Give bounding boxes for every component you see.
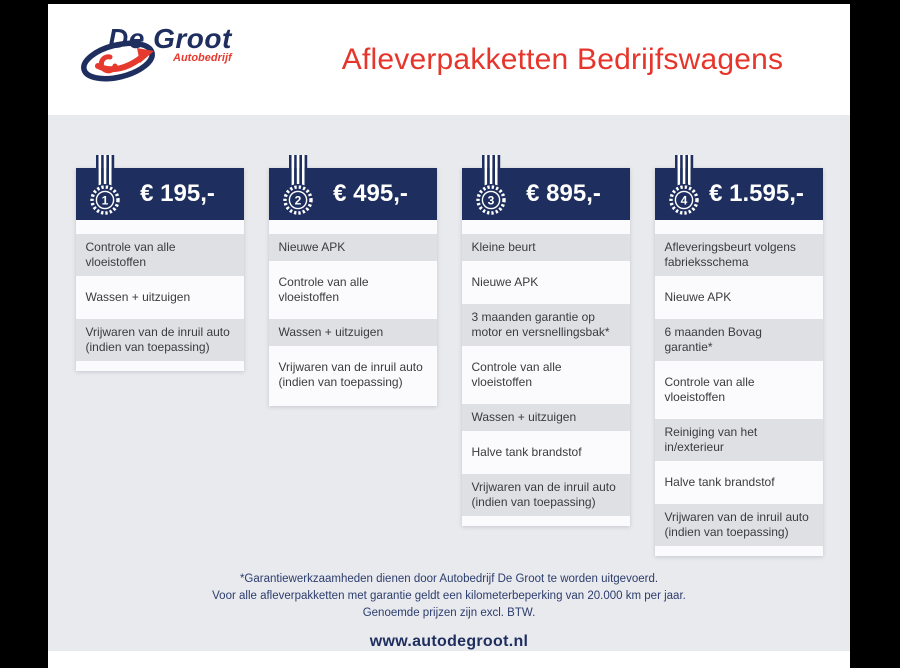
medal-ribbon <box>95 155 114 189</box>
medal-rank-number: 1 <box>101 194 108 208</box>
package-item: Vrijwaren van de inruil auto (indien van… <box>654 504 823 546</box>
package-item: Vrijwaren van de inruil auto (indien van… <box>461 474 630 516</box>
package-item: 6 maanden Bovag garantie* <box>654 319 823 361</box>
logo-company-name: De Groot <box>108 22 232 54</box>
medal-icon: 1 <box>88 155 121 216</box>
package-item: Nieuwe APK <box>471 275 539 289</box>
package-card: 4 € 1.595,- Afleveringsbeurt volgens fab… <box>654 155 823 556</box>
package-card: 3 € 895,- Kleine beurt Nieuwe APK 3 maande… <box>461 155 630 526</box>
logo-swoosh-icon <box>81 40 155 81</box>
logo-subtitle: Autobedrijf <box>173 51 232 64</box>
package-items: Kleine beurt Nieuwe APK 3 maanden garantie… <box>461 220 630 526</box>
package-item: Nieuwe APK <box>268 234 437 261</box>
package-header: 2 € 495,- <box>268 155 437 220</box>
footer-white-band <box>48 651 850 668</box>
header: De Groot Autobedrijf Afleverpakketten Be… <box>48 4 850 115</box>
package-items: Controle van alle vloeistoffen Wassen + u… <box>75 220 244 371</box>
footnotes: *Garantiewerkzaamheden dienen door Autob… <box>48 571 850 622</box>
package-item: Wassen + uitzuigen <box>85 290 191 304</box>
package-card: 2 € 495,- Nieuwe APK Controle van alle vl… <box>268 155 437 406</box>
package-price: € 1.595,- <box>709 180 804 207</box>
package-item: Wassen + uitzuigen <box>268 319 437 346</box>
footnote-line: Voor alle afleverpakketten met garantie … <box>212 590 686 602</box>
package-price: € 495,- <box>333 180 408 207</box>
medal-ribbon <box>674 155 693 189</box>
company-logo: De Groot Autobedrijf <box>78 22 293 95</box>
package-item: Afleveringsbeurt volgens fabrieksschema <box>654 234 823 276</box>
main-area: 1 € 195,- Controle van alle vloeistoffen… <box>48 115 850 668</box>
flyer-page: De Groot Autobedrijf Afleverpakketten Be… <box>48 4 850 668</box>
medal-ribbon <box>481 155 500 189</box>
package-item: Vrijwaren van de inruil auto (indien van… <box>278 360 423 389</box>
medal-rank-number: 3 <box>487 194 494 208</box>
footnote-line: Genoemde prijzen zijn excl. BTW. <box>362 607 536 619</box>
package-item: Nieuwe APK <box>664 290 732 304</box>
package-card: 1 € 195,- Controle van alle vloeistoffen… <box>75 155 244 371</box>
package-item: Vrijwaren van de inruil auto (indien van… <box>75 319 244 361</box>
medal-ribbon <box>288 155 307 189</box>
footnote-line: *Garantiewerkzaamheden dienen door Autob… <box>239 573 659 585</box>
medal-icon: 2 <box>281 155 314 216</box>
package-item: 3 maanden garantie op motor en versnelli… <box>461 304 630 346</box>
package-item: Controle van alle vloeistoffen <box>278 275 369 304</box>
package-item: Controle van alle vloeistoffen <box>664 375 755 404</box>
package-header: 1 € 195,- <box>75 155 244 220</box>
package-item: Controle van alle vloeistoffen <box>75 234 244 276</box>
package-cards: 1 € 195,- Controle van alle vloeistoffen… <box>48 155 850 556</box>
package-item: Halve tank brandstof <box>471 445 582 459</box>
package-price: € 195,- <box>140 180 215 207</box>
package-header: 3 € 895,- <box>461 155 630 220</box>
package-item: Kleine beurt <box>461 234 630 261</box>
page-title: Afleverpakketten Bedrijfswagens <box>341 42 784 76</box>
package-items: Afleveringsbeurt volgens fabrieksschema N… <box>654 220 823 556</box>
package-item: Wassen + uitzuigen <box>461 404 630 431</box>
package-header: 4 € 1.595,- <box>654 155 823 220</box>
medal-rank-number: 4 <box>680 194 687 208</box>
package-item: Controle van alle vloeistoffen <box>471 360 562 389</box>
website-url: www.autodegroot.nl <box>369 633 529 650</box>
package-item: Reiniging van het in/exterieur <box>654 419 823 461</box>
package-items: Nieuwe APK Controle van alle vloeistoffen… <box>268 220 437 406</box>
package-price: € 895,- <box>526 180 601 207</box>
medal-icon: 3 <box>474 155 507 216</box>
package-item: Halve tank brandstof <box>664 475 775 489</box>
medal-rank-number: 2 <box>294 194 301 208</box>
medal-icon: 4 <box>667 155 700 216</box>
